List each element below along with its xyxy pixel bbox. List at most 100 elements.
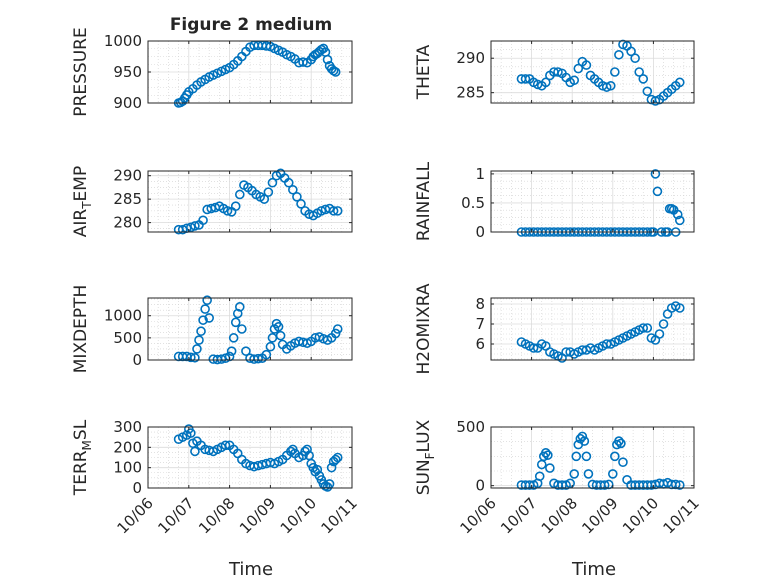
data-point [192,344,202,354]
data-point [332,452,343,463]
subplot-rainfall: 0 0.5 1 RAINFALL [414,161,695,241]
data-point [634,67,644,77]
data-point [579,436,590,446]
x-tick-label: 10/06 [457,494,500,537]
x-tick-label: 10/08 [195,494,238,537]
data-point [200,304,210,314]
data-point [650,96,661,106]
data-point [577,431,588,442]
y-tick-label: 950 [113,63,142,81]
data-point [652,186,663,197]
data-point [190,221,200,231]
data-point [330,454,341,465]
y-tick-label: 285 [456,84,485,102]
data-point [642,86,653,97]
subplot-airtemp: 280 285 290 AIRTEMP [71,166,353,237]
data-point [241,346,251,356]
y-axis-label: H2OMIXRA [414,283,434,374]
axes-box [147,426,353,489]
data-point [330,67,341,77]
x-tick-label: 10/09 [578,494,621,537]
data-point [674,480,685,490]
data-point [553,67,563,77]
data-point [626,46,636,57]
y-tick-label: 290 [456,49,485,67]
x-tick-label: 10/10 [619,494,662,537]
data-point [571,451,582,462]
y-tick-label: 7 [475,315,485,333]
data-point [298,57,308,67]
subplot-terrmsl: 0100200300TERRMSL10/0610/0710/0810/0910/… [71,418,361,537]
data-point [674,303,685,313]
data-point [672,209,683,220]
y-axis-label: RAINFALL [414,161,434,241]
data-point [196,326,206,337]
y-tick-label: 8 [475,295,485,313]
y-tick-label: 300 [113,418,142,436]
subplot-pressure: 900 950 1000 PRESSURE [71,27,353,117]
data-point [332,324,343,334]
data-point [326,462,337,473]
y-axis-label: MIXDEPTH [71,285,91,374]
axes-box [147,170,353,233]
y-axis-label: SUNFLUX [414,419,437,495]
x-axis-label-right: Time [571,559,616,580]
data-point [650,169,661,179]
data-point [235,302,245,312]
x-tick-label: 10/08 [538,494,581,537]
data-point [302,444,312,455]
data-point [288,184,298,195]
data-point [194,335,204,345]
x-tick-label: 10/11 [660,494,703,537]
data-point [198,215,208,226]
data-point [610,67,620,77]
data-point [581,60,592,70]
data-point [216,354,227,364]
data-point [220,440,231,451]
data-point [654,329,665,339]
data-point [261,349,272,360]
y-tick-label: 290 [113,167,142,185]
axes-box [490,426,695,489]
data-point [228,333,239,343]
data-point [237,324,247,334]
data-point [610,451,620,462]
axes-box [490,297,695,361]
data-point [616,438,626,449]
y-tick-label: 0 [132,479,142,497]
y-tick-label: 100 [113,459,142,477]
data-point [569,75,580,86]
data-point [222,206,233,216]
data-point [642,323,653,333]
data-point [322,54,333,65]
subplot-theta: 285 290 THETA [414,39,695,106]
y-tick-label: 500 [113,329,142,347]
data-point [232,308,243,319]
x-tick-label: 10/07 [497,494,540,537]
data-point [569,469,580,479]
x-axis-label-left: Time [228,559,273,580]
data-point [618,39,628,50]
data-point [601,82,612,92]
x-tick-label: 10/10 [277,494,320,537]
data-point [230,317,241,328]
y-tick-label: 280 [113,214,142,232]
y-tick-label: 1 [475,165,485,183]
x-tick-label: 10/06 [114,494,157,537]
data-point [296,199,306,209]
data-point [265,341,276,352]
data-point [573,63,584,74]
data-point [202,295,212,306]
y-tick-label: 500 [456,418,485,436]
y-tick-label: 1000 [104,32,142,50]
data-point [658,319,669,329]
y-tick-label: 200 [113,438,142,456]
data-point [545,463,555,473]
figure-title: Figure 2 medium [170,15,332,35]
data-point [565,478,575,489]
data-point [267,177,278,188]
data-point [581,451,592,462]
data-point [674,215,685,226]
data-point [235,189,245,200]
